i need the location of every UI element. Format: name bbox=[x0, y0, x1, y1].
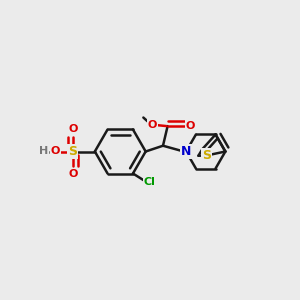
Text: O: O bbox=[186, 121, 195, 131]
Text: N: N bbox=[181, 145, 191, 158]
Text: Cl: Cl bbox=[144, 177, 156, 187]
Text: Cl: Cl bbox=[144, 177, 156, 187]
Text: S: S bbox=[68, 145, 77, 158]
Text: O: O bbox=[186, 121, 195, 131]
Text: H: H bbox=[39, 146, 48, 157]
Text: O: O bbox=[68, 169, 78, 179]
Text: O: O bbox=[51, 146, 60, 157]
Text: H: H bbox=[39, 146, 48, 157]
Text: O: O bbox=[51, 146, 60, 157]
Text: O: O bbox=[68, 124, 78, 134]
Text: S: S bbox=[202, 149, 211, 162]
Text: O: O bbox=[148, 120, 157, 130]
Text: O: O bbox=[68, 169, 78, 179]
Text: O: O bbox=[68, 124, 78, 134]
Text: S: S bbox=[68, 145, 77, 158]
Text: O: O bbox=[148, 120, 157, 130]
